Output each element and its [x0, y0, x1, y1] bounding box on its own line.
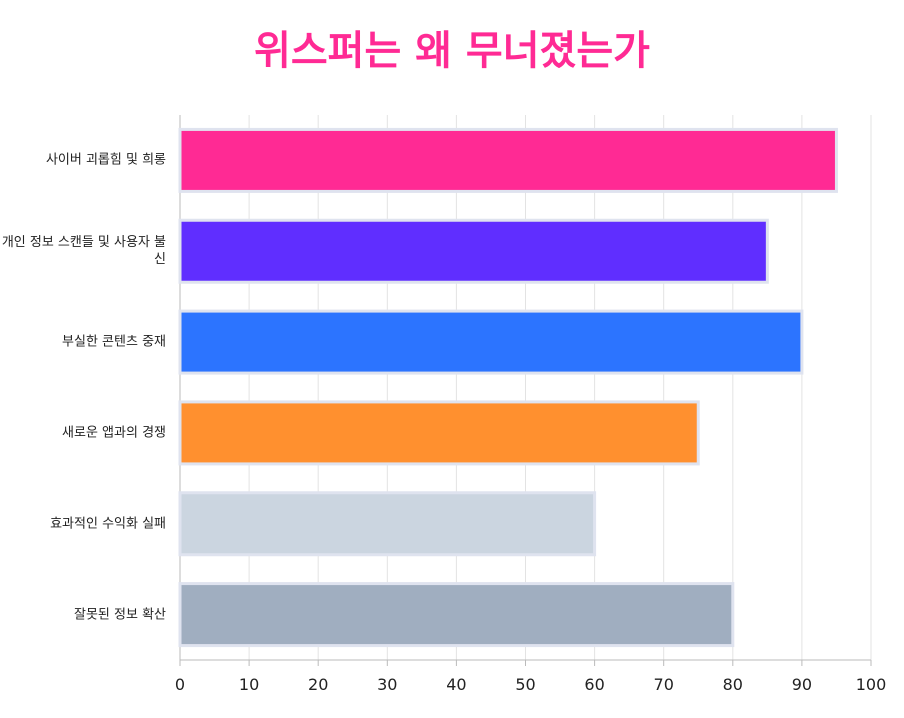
y-tick-label: 잘못된 정보 확산: [74, 607, 166, 623]
x-tick-label: 50: [515, 675, 535, 694]
y-tick-label: 효과적인 수익화 실패: [50, 516, 166, 532]
bar: [178, 218, 769, 284]
bar: [178, 127, 838, 193]
x-tick-label: 30: [377, 675, 397, 694]
x-tick-label: 10: [239, 675, 259, 694]
x-tick-label: 20: [308, 675, 328, 694]
y-tick-label: 부실한 콘텐츠 중재: [62, 334, 166, 350]
bar: [178, 491, 597, 557]
chart-title: 위스퍼는 왜 무너졌는가: [254, 28, 650, 74]
x-tick-label: 0: [175, 675, 185, 694]
bar: [178, 400, 700, 466]
bar: [178, 582, 735, 648]
x-tick-label: 90: [792, 675, 812, 694]
x-tick-label: 80: [723, 675, 743, 694]
y-tick-label: 사이버 괴롭힘 및 희롱: [45, 152, 166, 168]
y-tick-label: 개인 정보 스캔들 및 사용자 불신: [1, 235, 166, 268]
x-tick-label: 100: [856, 675, 887, 694]
x-tick-label: 60: [584, 675, 604, 694]
y-tick-label: 새로운 앱과의 경쟁: [62, 425, 166, 441]
x-tick-label: 40: [446, 675, 466, 694]
bar: [178, 309, 804, 375]
x-tick-label: 70: [654, 675, 674, 694]
